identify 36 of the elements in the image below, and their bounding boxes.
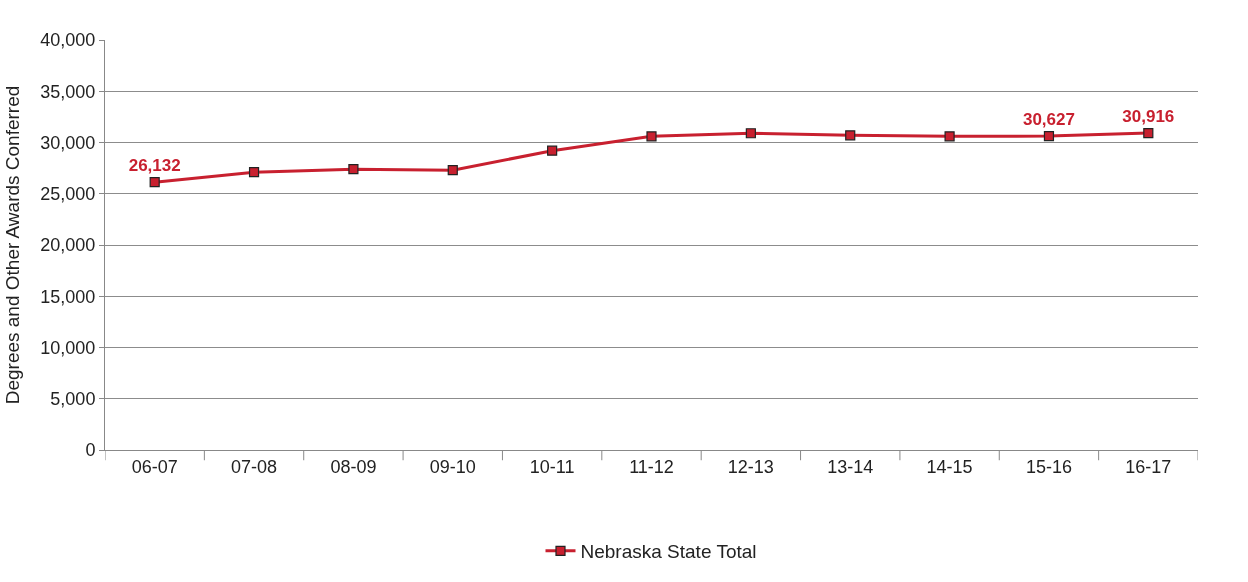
point — [149, 177, 160, 188]
y-tick-label: 35,000 — [40, 81, 96, 102]
point — [547, 145, 558, 156]
point — [944, 131, 955, 142]
x-tick-label: 11-12 — [629, 456, 674, 477]
point — [1043, 130, 1055, 142]
point — [248, 167, 260, 178]
y-tick-label: 5,000 — [50, 389, 96, 410]
y-tick-label: 30,000 — [40, 132, 96, 153]
x-tick-label: 06-07 — [131, 456, 178, 477]
y-tick-label: 25,000 — [40, 184, 96, 205]
data-label: 26,132 — [128, 156, 181, 176]
point — [745, 128, 756, 139]
point — [646, 131, 657, 142]
point — [1143, 128, 1154, 139]
point — [447, 165, 458, 176]
x-tick-label: 08-09 — [330, 456, 377, 477]
y-tick-label: 0 — [85, 440, 96, 461]
legend-label: Nebraska State Total — [580, 541, 757, 563]
x-tick-label: 12-13 — [727, 456, 774, 477]
x-tick-label: 09-10 — [429, 456, 476, 477]
x-tick-label: 07-08 — [231, 456, 278, 477]
y-axis-title: Degrees and Other Awards Conferred — [2, 85, 24, 405]
y-tick-label: 20,000 — [40, 235, 96, 256]
x-tick-label: 13-14 — [827, 456, 874, 477]
x-tick-label: 16-17 — [1125, 456, 1172, 477]
y-tick-label: 10,000 — [40, 337, 96, 358]
y-tick-label: 40,000 — [40, 30, 96, 51]
data-label: 30,916 — [1122, 107, 1175, 127]
x-tick-label: 10-11 — [529, 456, 575, 477]
y-tick-label: 15,000 — [40, 286, 96, 307]
data-label: 30,627 — [1022, 110, 1075, 130]
x-tick-label: 15-16 — [1025, 456, 1072, 477]
point — [845, 130, 856, 141]
x-tick-label: 14-15 — [926, 456, 973, 477]
point — [348, 164, 359, 175]
